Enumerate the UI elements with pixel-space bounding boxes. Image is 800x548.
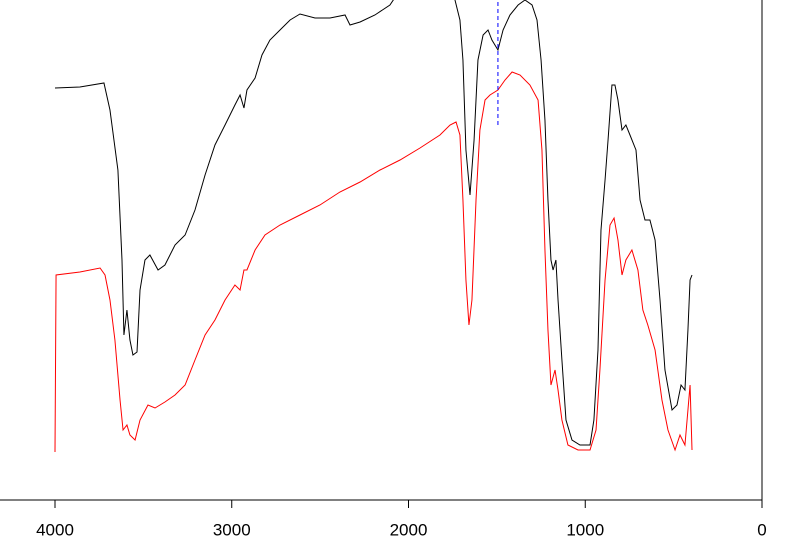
x-tick-label: 2000 bbox=[390, 520, 428, 539]
x-tick-label: 0 bbox=[757, 520, 766, 539]
spectrum-line bbox=[54, 0, 693, 446]
plot-area bbox=[54, 0, 693, 453]
x-tick-label: 4000 bbox=[36, 520, 74, 539]
spectrum-line bbox=[54, 71, 693, 453]
x-tick-label: 3000 bbox=[213, 520, 251, 539]
x-tick-label: 1000 bbox=[566, 520, 604, 539]
